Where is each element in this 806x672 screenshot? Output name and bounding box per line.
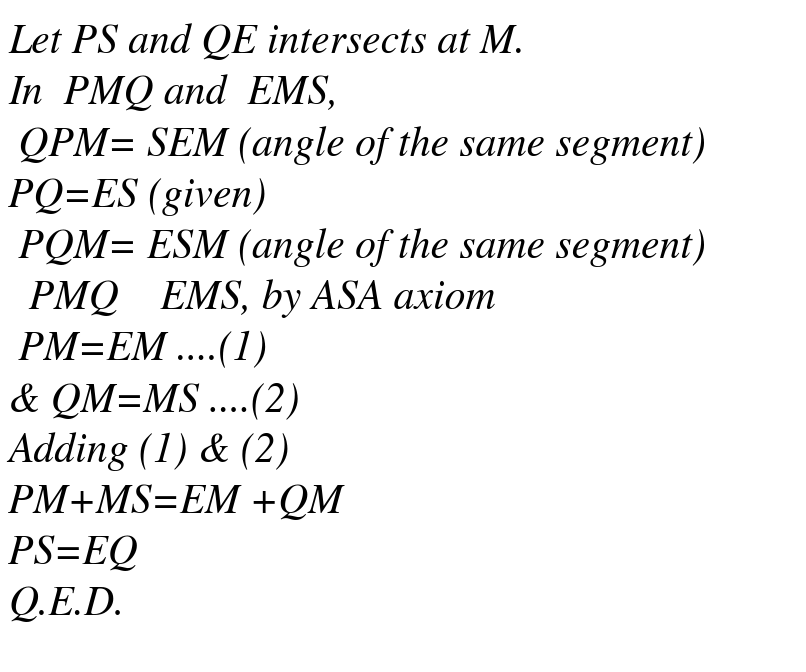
Text: Q.E.D.: Q.E.D.	[8, 585, 125, 624]
Text: ∠PQM=∠ESM (angle of the same segment): ∠PQM=∠ESM (angle of the same segment)	[8, 228, 706, 267]
Text: ∴PM=EM ....(1): ∴PM=EM ....(1)	[8, 330, 267, 369]
Text: & QM=MS ....(2): & QM=MS ....(2)	[8, 381, 300, 420]
Text: Let PS and QE intersects at M.: Let PS and QE intersects at M.	[8, 24, 526, 62]
Text: PQ=ES (given): PQ=ES (given)	[8, 177, 266, 216]
Text: PM+MS=EM +QM: PM+MS=EM +QM	[8, 483, 343, 522]
Text: In △PMQ and △EMS,: In △PMQ and △EMS,	[8, 75, 339, 114]
Text: PS=EQ: PS=EQ	[8, 534, 138, 573]
Text: ∠QPM=∠SEM (angle of the same segment): ∠QPM=∠SEM (angle of the same segment)	[8, 126, 706, 165]
Text: ∴△PMQ ≅ △EMS, by ASA axiom: ∴△PMQ ≅ △EMS, by ASA axiom	[8, 279, 496, 318]
Text: Adding (1) & (2): Adding (1) & (2)	[8, 432, 289, 471]
